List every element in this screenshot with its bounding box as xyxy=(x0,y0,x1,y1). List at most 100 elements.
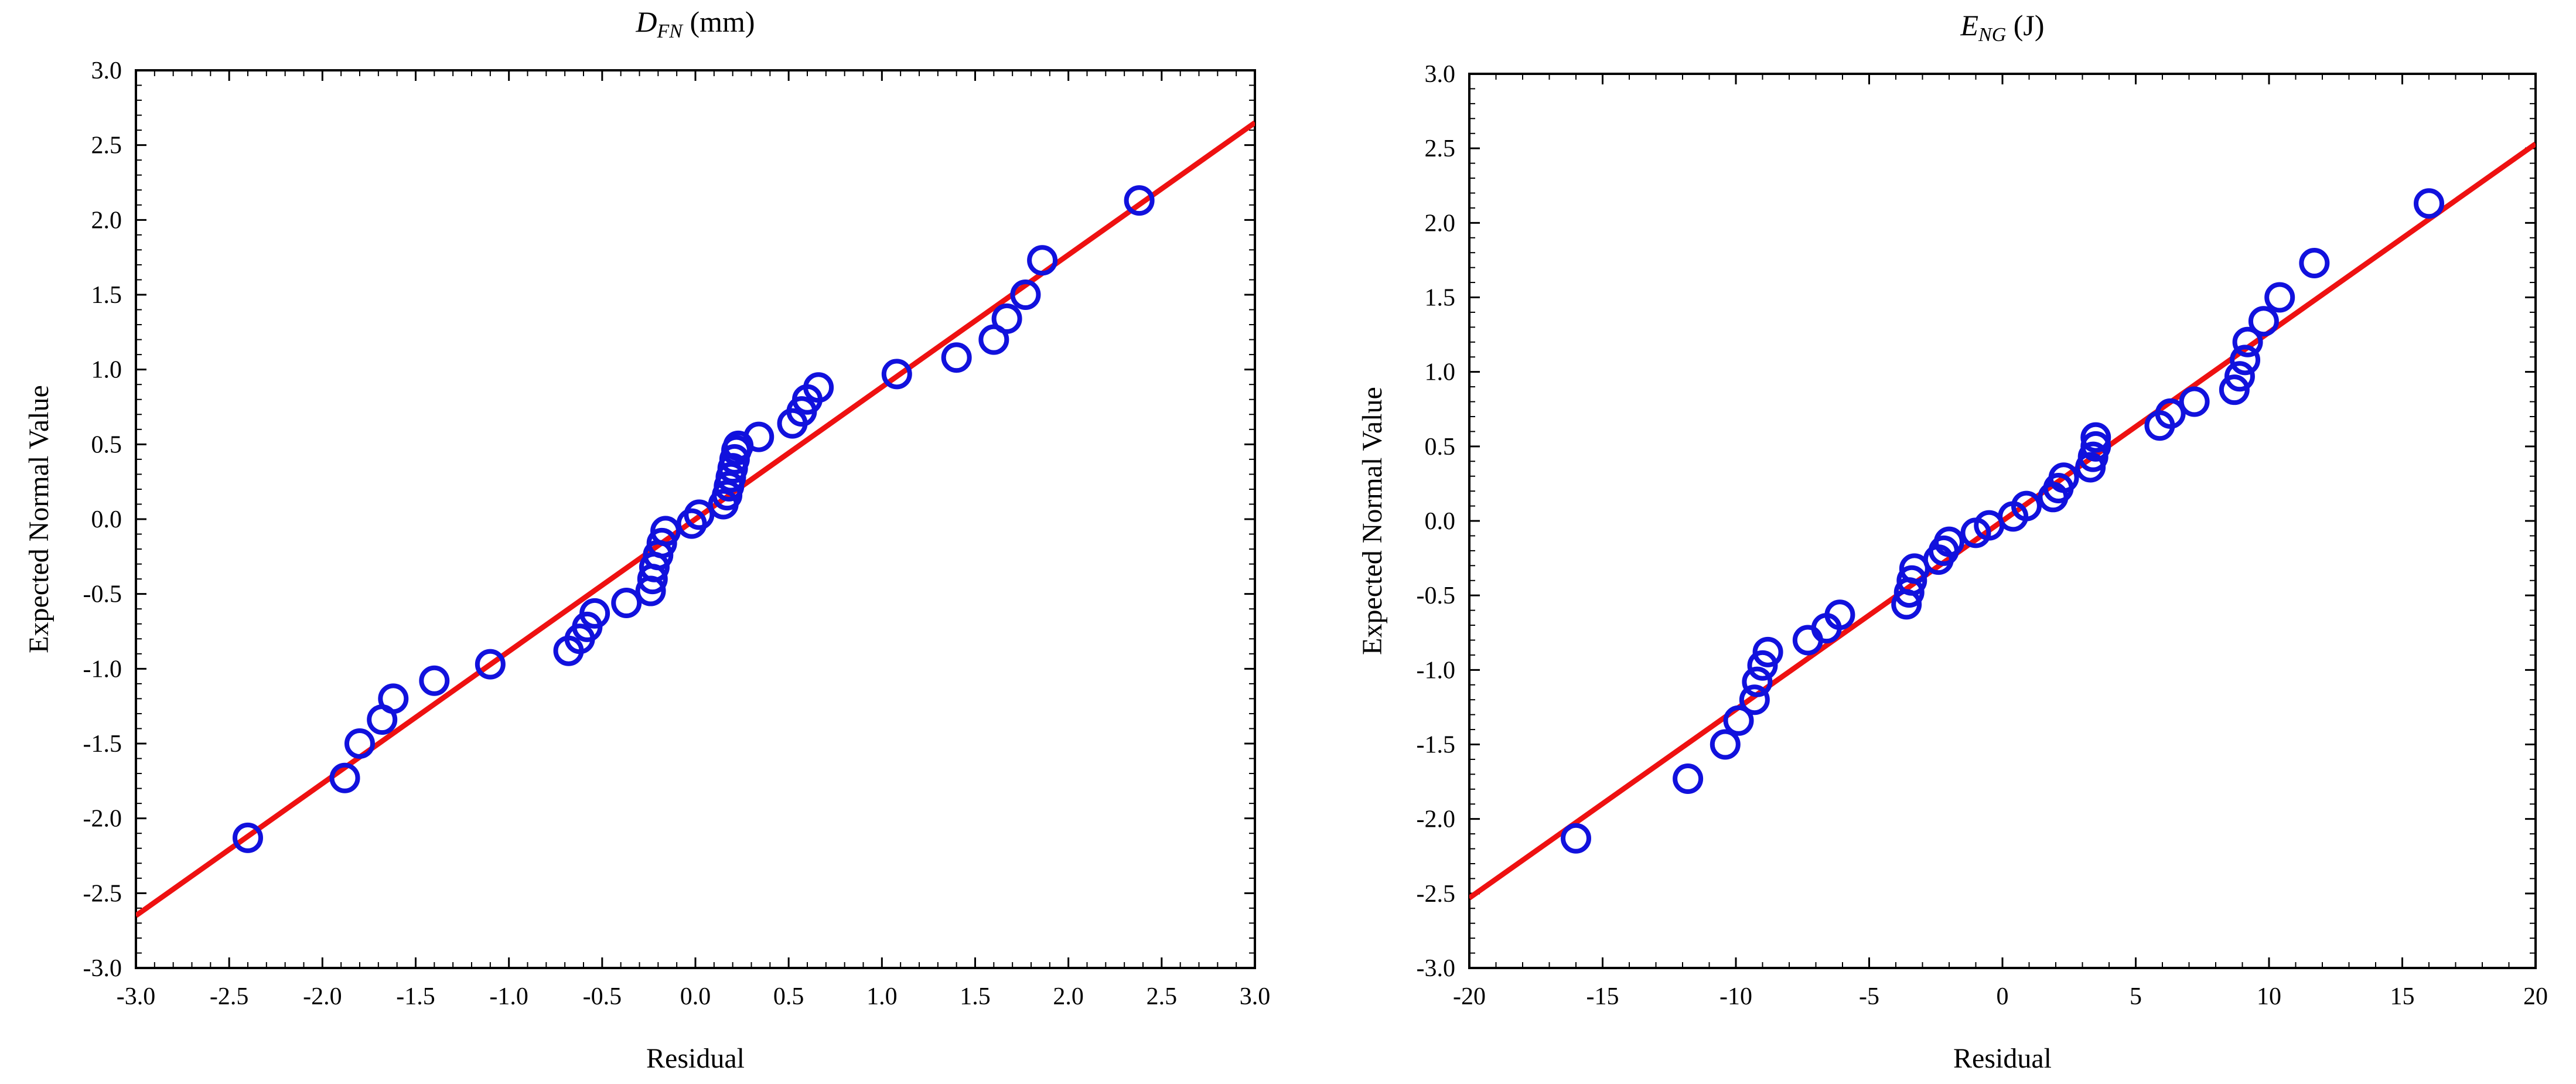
data-point xyxy=(2414,188,2444,219)
x-tick-label: 0 xyxy=(1997,983,2009,1010)
data-point xyxy=(2248,306,2279,337)
data-point xyxy=(1824,599,1855,630)
data-point xyxy=(941,342,972,373)
x-tick-label: -1.0 xyxy=(489,983,528,1010)
y-tick-label: 3.0 xyxy=(91,57,122,84)
data-point xyxy=(2224,361,2255,392)
data-point xyxy=(2219,374,2250,405)
data-point xyxy=(676,508,707,539)
y-tick-label: 0.5 xyxy=(91,431,122,458)
data-point xyxy=(329,762,360,793)
data-point xyxy=(1561,823,1591,854)
y-tick-label: 0.0 xyxy=(91,506,122,533)
data-point xyxy=(378,683,409,714)
data-point xyxy=(1747,650,1778,681)
x-tick-label: -2.5 xyxy=(210,983,249,1010)
y-tick-label: -3.0 xyxy=(1417,955,1456,982)
data-point xyxy=(1027,245,1058,276)
y-tick-label: -2.0 xyxy=(1417,806,1456,833)
x-tick-label: -0.5 xyxy=(583,983,622,1010)
y-tick-label: 1.5 xyxy=(91,282,122,309)
chart-title-unit: (mm) xyxy=(683,5,755,38)
data-point xyxy=(881,359,912,390)
y-tick-label: -1.0 xyxy=(1417,657,1456,684)
y-tick-label: -2.5 xyxy=(1417,881,1456,908)
y-tick-label: -3.0 xyxy=(83,955,122,982)
data-point xyxy=(2155,398,2186,429)
plot-frame xyxy=(135,69,1256,969)
chart-title-main: D xyxy=(635,5,657,38)
chart-eng: -20 -15 -10 -5 0 5 10 15 20 3.0 2.5 2.0 1.5 1.0 0.5 0.0… xyxy=(1357,9,2548,1074)
data-point xyxy=(2232,326,2263,357)
data-point xyxy=(991,303,1022,334)
y-tick-label: -1.5 xyxy=(83,731,122,758)
data-point xyxy=(1010,279,1041,310)
x-tick-label: 2.0 xyxy=(1053,983,1084,1010)
x-axis-label: Residual xyxy=(646,1043,745,1074)
y-tick-label: -2.0 xyxy=(83,806,122,833)
x-tick-label: -20 xyxy=(1453,983,1486,1010)
chart-title-subscript: FN xyxy=(657,21,684,42)
data-point xyxy=(233,822,263,853)
x-tick-label: -3.0 xyxy=(117,983,156,1010)
x-tick-label: 15 xyxy=(2390,983,2415,1010)
data-point xyxy=(1673,763,1704,794)
chart-title-unit: (J) xyxy=(2006,9,2044,42)
y-tick-label: -0.5 xyxy=(83,581,122,608)
data-point xyxy=(2048,462,2079,493)
x-tick-label: -5 xyxy=(1859,983,1879,1010)
x-tick-label: -2.0 xyxy=(303,983,342,1010)
x-tick-label: 5 xyxy=(2130,983,2142,1010)
plot-frame xyxy=(1468,73,2537,969)
x-tick-label: 20 xyxy=(2523,983,2548,1010)
x-tick-label: -15 xyxy=(1586,983,1619,1010)
data-point xyxy=(1742,666,1773,697)
x-tick-label: 0.0 xyxy=(680,983,711,1010)
data-point xyxy=(475,649,506,680)
x-tick-label: 1.0 xyxy=(866,983,898,1010)
chart-title: ENG (J) xyxy=(1960,9,2044,46)
x-tick-label: -10 xyxy=(1719,983,1752,1010)
x-tick-label: 10 xyxy=(2257,983,2281,1010)
x-axis-label: Residual xyxy=(1953,1043,2052,1074)
data-point xyxy=(1710,729,1741,760)
y-axis-label: Expected Normal Value xyxy=(23,385,54,653)
data-point xyxy=(2080,431,2111,462)
data-point xyxy=(978,324,1009,355)
x-tick-label: 0.5 xyxy=(773,983,804,1010)
y-tick-label: 2.0 xyxy=(91,207,122,234)
x-tick-label: 3.0 xyxy=(1240,983,1271,1010)
chart-dfn: -3.0 -2.5 -2.0 -1.5 -1.0 -0.5 0.0 0.5 1.0 1.5 2.0 2… xyxy=(23,5,1270,1074)
y-axis-label: Expected Normal Value xyxy=(1357,387,1388,655)
y-tick-label: 1.5 xyxy=(1425,285,1456,312)
fit-line xyxy=(136,120,1255,918)
y-tick-label: -2.5 xyxy=(83,880,122,907)
data-point xyxy=(579,598,610,629)
y-tick-label: 2.0 xyxy=(1425,210,1456,237)
data-point xyxy=(1124,185,1155,216)
y-tick-label: 0.5 xyxy=(1425,434,1456,461)
data-point xyxy=(611,587,642,618)
y-tick-label: -0.5 xyxy=(1417,582,1456,609)
chart-title-subscript: NG xyxy=(1978,24,2006,46)
y-tick-label: 0.0 xyxy=(1425,508,1456,535)
data-point xyxy=(1723,705,1754,736)
chart-title: DFN (mm) xyxy=(635,5,755,42)
x-tick-label: 1.5 xyxy=(960,983,991,1010)
data-point xyxy=(2299,248,2330,279)
data-point xyxy=(344,728,375,759)
data-point xyxy=(1792,625,1823,656)
y-tick-label: 1.0 xyxy=(91,357,122,384)
x-tick-label: 2.5 xyxy=(1147,983,1178,1010)
y-tick-label: -1.0 xyxy=(83,656,122,683)
data-point xyxy=(743,421,774,452)
data-point xyxy=(1752,636,1783,667)
y-tick-label: 1.0 xyxy=(1425,359,1456,386)
data-point xyxy=(2080,422,2111,453)
data-point xyxy=(1739,684,1770,715)
y-tick-label: 3.0 xyxy=(1425,61,1456,88)
y-tick-label: 2.5 xyxy=(91,132,122,159)
data-point xyxy=(1896,565,1927,596)
data-point xyxy=(803,372,834,403)
